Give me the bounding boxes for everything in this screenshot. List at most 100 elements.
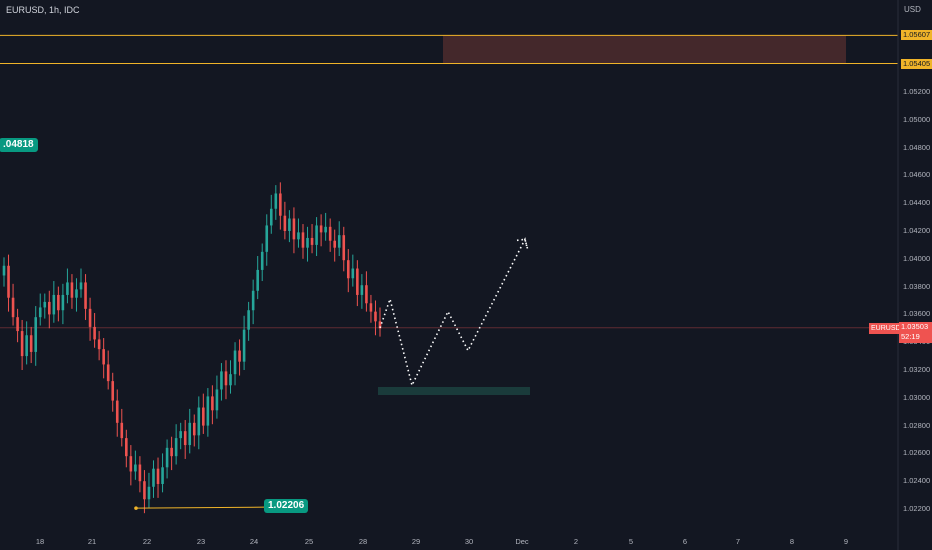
candle-body [79, 282, 83, 290]
candle-body [183, 431, 187, 446]
price-tick-label: 1.03000 [903, 392, 931, 402]
candle-body [38, 307, 42, 318]
projected-path [379, 237, 529, 388]
price-tick-label: 1.04200 [903, 226, 931, 235]
candle-body [238, 350, 241, 362]
candle-body [57, 294, 60, 311]
price-tick-label: 1.05000 [903, 114, 931, 124]
candle-body [170, 447, 173, 457]
candle-body [106, 364, 110, 382]
candle-body [283, 215, 287, 231]
time-tick-label: 28 [358, 537, 368, 546]
candle-body [97, 339, 101, 350]
time-tick-label: 22 [142, 537, 152, 546]
candle-body [48, 301, 51, 315]
candle-body [88, 308, 92, 327]
candle-body [11, 297, 15, 318]
current-symbol-tag: EURUSD [869, 323, 903, 334]
candle-body [306, 237, 309, 248]
resistance-zone [443, 35, 846, 64]
candle-body [242, 329, 246, 362]
support-zone [378, 387, 530, 395]
candle-body [229, 374, 232, 386]
candle-body [111, 381, 115, 401]
candle-body [192, 422, 196, 436]
price-tick-label: 1.02800 [903, 420, 931, 430]
candle-body [115, 400, 119, 423]
price-tick-label: 1.02600 [903, 448, 931, 458]
price-tick-label: 1.03800 [903, 281, 931, 291]
candle-body [70, 282, 74, 298]
candle-body [20, 331, 24, 357]
candle-body [129, 456, 133, 472]
time-tick-label: 24 [249, 537, 259, 546]
candle-body [43, 301, 47, 308]
price-tick-label: 1.02400 [903, 476, 931, 486]
candle-body [25, 335, 28, 357]
candle-body [315, 225, 318, 245]
candle-body [7, 265, 10, 298]
level-price-tag: .04818 [0, 138, 38, 153]
candle-body [356, 268, 359, 295]
time-tick-label: 23 [196, 537, 206, 546]
candle-body [125, 438, 128, 457]
candle-body [179, 431, 182, 439]
projected-path-arrowhead [516, 238, 528, 248]
symbol-label[interactable]: EURUSD, 1h, IDC [6, 5, 80, 15]
candle-body [202, 407, 205, 426]
candle-body [206, 396, 210, 426]
candle-body [93, 326, 96, 340]
low-marker-line [135, 506, 265, 509]
candle-body [66, 282, 69, 295]
price-tick-label: 1.02200 [903, 504, 931, 513]
low-price-tag: 1.02206 [264, 499, 309, 514]
price-tick-label: 1.03600 [903, 309, 931, 319]
candle-body [75, 289, 78, 298]
price-tick-label: 1.04400 [903, 198, 931, 208]
candle-body [251, 290, 255, 311]
price-tick-label: 1.03200 [903, 365, 931, 374]
countdown-value: 52:19 [901, 332, 920, 341]
price-tick-label: 1.05200 [903, 87, 931, 96]
candle-body [152, 468, 155, 487]
candle-body [279, 193, 282, 216]
time-tick-label: 29 [411, 537, 421, 546]
candle-body [265, 225, 269, 252]
time-tick-label: 5 [628, 537, 634, 546]
candle-body [138, 464, 142, 482]
time-tick-label: 18 [35, 537, 45, 546]
candle-body [365, 285, 368, 304]
candle-body [269, 208, 273, 226]
candle-body [319, 225, 323, 233]
candle-body [211, 396, 214, 411]
candle-body [165, 447, 169, 468]
candle-body [324, 226, 327, 233]
candle-body [378, 321, 382, 329]
candle-body [233, 350, 237, 375]
candle-body [351, 268, 355, 279]
current-price-value: 1.03503 [901, 322, 929, 331]
candle-body [333, 240, 336, 248]
candle-body [161, 467, 164, 484]
candle-body [369, 303, 373, 312]
candle-body [342, 235, 346, 261]
candle-body [16, 317, 19, 332]
candle-body [337, 235, 341, 248]
candle-body [274, 193, 278, 209]
candle-body [346, 260, 350, 279]
candle-body [215, 389, 219, 411]
time-tick-label: Dec [515, 537, 529, 546]
candle-body [297, 232, 300, 240]
candles [2, 182, 382, 514]
price-tick-label: 1.04600 [903, 170, 931, 180]
candle-body [360, 285, 364, 295]
candle-body [256, 269, 259, 291]
candle-body [301, 232, 305, 248]
candle-body [61, 294, 65, 311]
candle-body [34, 317, 38, 352]
level-label-bottom: 1.05405 [901, 58, 932, 69]
candle-body [2, 265, 6, 276]
candle-body [29, 335, 33, 352]
